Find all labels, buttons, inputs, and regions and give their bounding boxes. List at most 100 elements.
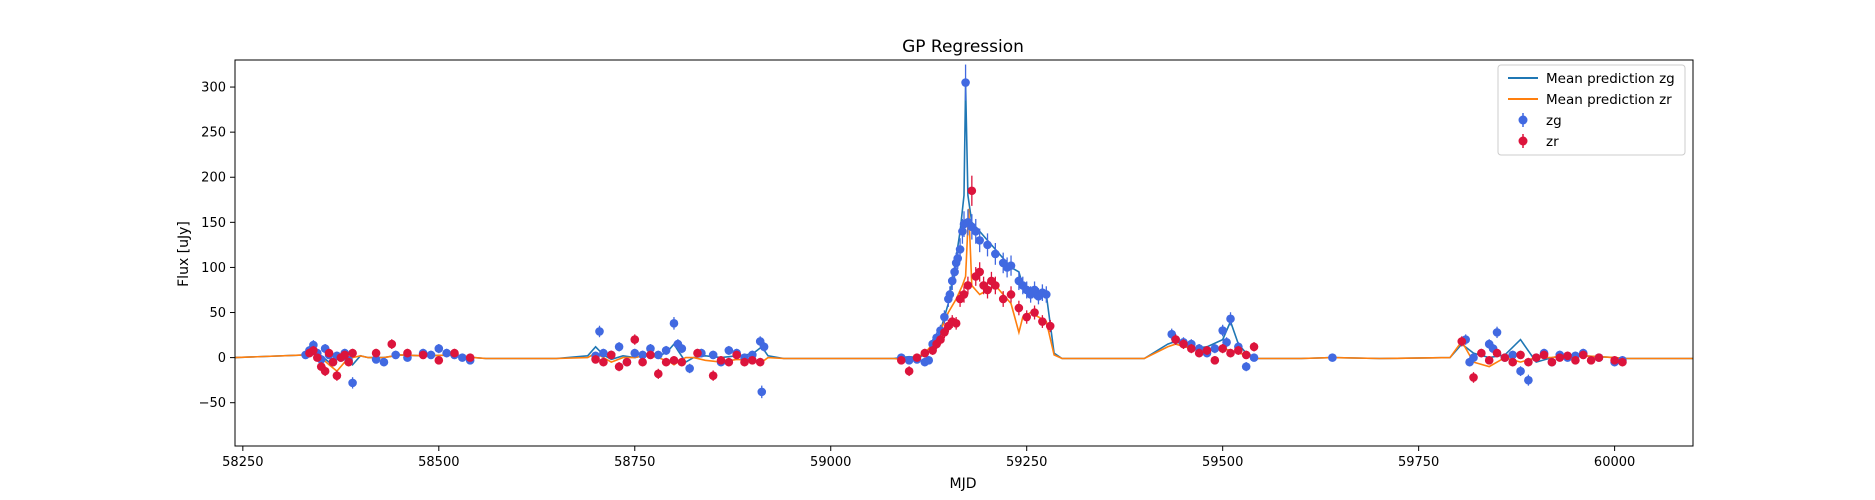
point-zr [622, 357, 632, 367]
x-axis-label: MJD [950, 476, 977, 492]
point-zg [1492, 328, 1502, 337]
point-zg [1210, 344, 1220, 353]
point-zr [1610, 356, 1619, 365]
point-zr [912, 353, 922, 362]
point-zr [371, 348, 381, 358]
point-zr [959, 290, 969, 299]
point-zr [904, 366, 914, 376]
x-tick-label: 58250 [222, 455, 263, 470]
chart-title: GP Regression [902, 37, 1024, 57]
point-zr [920, 348, 930, 358]
point-zr [1516, 350, 1525, 360]
legend-label-zr-points: zr [1546, 134, 1559, 150]
point-zr [403, 348, 412, 358]
legend-frame [1497, 64, 1686, 156]
point-zg [904, 356, 914, 365]
point-zr [708, 371, 718, 380]
point-zr [646, 350, 655, 360]
point-zr [936, 335, 945, 344]
point-zg [434, 344, 444, 353]
point-zr [724, 357, 734, 367]
gp-mean-line-zr [234, 208, 1693, 373]
point-zr [599, 357, 608, 367]
point-zg [757, 387, 767, 397]
point-zr [755, 357, 765, 367]
point-zg [630, 348, 640, 358]
point-zr [1226, 348, 1235, 358]
point-zg [638, 350, 647, 360]
point-zr [732, 350, 741, 360]
point-zr [928, 346, 937, 355]
point-zg [1508, 350, 1518, 360]
x-tick-label: 59750 [1398, 455, 1439, 470]
x-tick-label: 60000 [1594, 455, 1635, 470]
point-zr [1022, 312, 1032, 322]
point-zr [328, 357, 338, 367]
point-zr [1618, 357, 1627, 367]
point-zg [940, 312, 949, 322]
point-zg [379, 357, 389, 367]
point-zg [1328, 353, 1337, 362]
point-zg [1218, 326, 1227, 335]
point-zr [1234, 346, 1243, 355]
point-zg [1226, 314, 1235, 324]
point-zr [450, 348, 459, 358]
point-zr [1524, 357, 1533, 367]
point-zg [1042, 290, 1051, 299]
point-zg [669, 319, 679, 328]
point-zg [971, 227, 981, 236]
y-tick-label: 50 [209, 306, 226, 321]
point-zr [1187, 344, 1196, 353]
point-zr [1469, 373, 1478, 382]
point-zr [340, 350, 350, 360]
point-zr [1210, 356, 1220, 365]
point-zr [963, 281, 973, 290]
point-zr [344, 357, 353, 367]
point-zg [708, 350, 718, 360]
point-zr [1555, 353, 1565, 362]
point-zg [685, 364, 694, 373]
legend-label-zg-points: zg [1546, 113, 1562, 129]
point-zr [348, 348, 357, 358]
point-zr [693, 348, 702, 358]
point-zg [1516, 366, 1525, 376]
point-zr [465, 353, 475, 362]
y-tick-label: 100 [201, 261, 226, 276]
y-tick-label: −50 [199, 396, 226, 411]
point-zr [975, 267, 984, 277]
point-zr [1500, 353, 1510, 362]
point-zr [638, 357, 647, 367]
x-tick-label: 58500 [418, 455, 459, 470]
point-zr [1477, 348, 1486, 358]
point-zg [458, 353, 467, 362]
point-zr [1578, 350, 1588, 360]
legend-label-zr-line: Mean prediction zr [1546, 92, 1672, 108]
point-zr [1594, 353, 1604, 362]
point-zg [614, 342, 624, 352]
point-zr [1241, 350, 1251, 360]
point-zr [1539, 350, 1549, 360]
x-tick-label: 59500 [1202, 455, 1243, 470]
point-zg [983, 240, 992, 250]
y-tick-label: 250 [201, 126, 226, 141]
point-zr [1508, 357, 1518, 367]
point-zr [434, 356, 444, 365]
legend-swatch-zg-point [1518, 115, 1528, 125]
point-zr [991, 281, 1000, 290]
point-zg [1249, 353, 1259, 362]
point-zg [1241, 362, 1251, 371]
point-zg [991, 249, 1000, 259]
x-axis: 58250 58500 58750 59000 59250 59500 59750 60000 [222, 446, 1635, 470]
point-zg [924, 356, 934, 365]
point-zg [953, 254, 963, 263]
y-tick-label: 0 [218, 351, 226, 366]
point-zr [661, 357, 671, 367]
legend: Mean prediction zg Mean prediction zr zg… [1497, 64, 1686, 156]
point-zr [1038, 317, 1047, 326]
point-zr [606, 350, 616, 360]
x-tick-label: 59250 [1006, 455, 1047, 470]
point-zr [1218, 344, 1227, 353]
point-zg [947, 276, 957, 286]
point-zr [387, 339, 397, 349]
